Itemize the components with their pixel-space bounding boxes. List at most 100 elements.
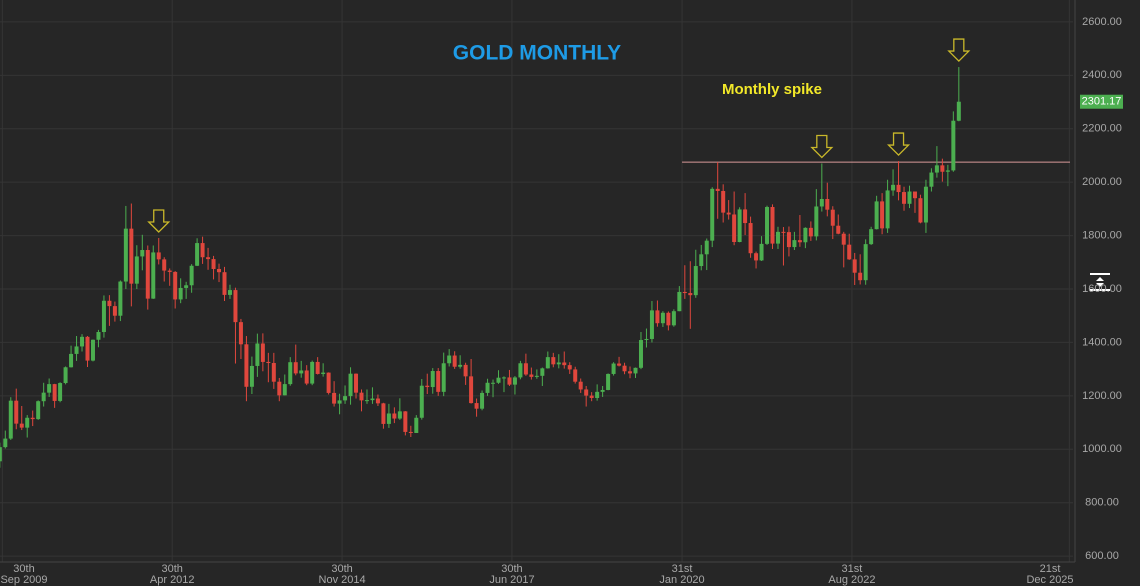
candle-body bbox=[754, 253, 759, 261]
scale-toggle-icon[interactable] bbox=[1090, 273, 1110, 291]
candle-body bbox=[803, 227, 808, 243]
candle-body bbox=[721, 190, 726, 213]
candle-body bbox=[858, 272, 863, 281]
candle-body bbox=[573, 369, 578, 382]
candle-body bbox=[863, 244, 868, 281]
candle-body bbox=[891, 184, 896, 191]
candle-body bbox=[617, 363, 622, 366]
candle-body bbox=[819, 198, 824, 207]
candle-body bbox=[381, 403, 386, 424]
candle-body bbox=[666, 312, 671, 326]
candle-body bbox=[277, 381, 282, 396]
candle-body bbox=[775, 231, 780, 244]
candle-body bbox=[759, 243, 764, 261]
candle-body bbox=[595, 391, 600, 398]
candle-body bbox=[162, 259, 167, 271]
y-tick-label: 1000.00 bbox=[1082, 443, 1122, 455]
candle-body bbox=[638, 340, 643, 368]
candle-body bbox=[101, 300, 106, 333]
candle-body bbox=[945, 170, 950, 172]
candle-body bbox=[912, 191, 917, 199]
candle-body bbox=[238, 322, 243, 345]
candle-body bbox=[52, 384, 57, 401]
candle-body bbox=[178, 287, 183, 300]
candle-body bbox=[74, 346, 79, 354]
candle-body bbox=[173, 271, 178, 300]
candle-body bbox=[414, 417, 419, 433]
candle-body bbox=[370, 398, 375, 401]
candle-body bbox=[200, 243, 205, 258]
candle-body bbox=[786, 232, 791, 248]
candle-body bbox=[408, 431, 413, 433]
x-tick-label: Dec 2025 bbox=[1026, 574, 1073, 586]
arrow-marker bbox=[147, 209, 171, 233]
candle-body bbox=[151, 252, 156, 299]
candle-body bbox=[556, 362, 561, 365]
candle-body bbox=[419, 385, 424, 418]
y-tick-label: 1800.00 bbox=[1082, 229, 1122, 241]
candle-body bbox=[896, 184, 901, 193]
candle-body bbox=[222, 272, 227, 295]
candle-body bbox=[425, 385, 430, 388]
candle-body bbox=[206, 257, 211, 260]
candle-body bbox=[343, 396, 348, 401]
last-price-box bbox=[1080, 94, 1123, 109]
candle-body bbox=[386, 413, 391, 424]
candle-body bbox=[923, 186, 928, 223]
x-tick-label: Nov 2014 bbox=[319, 574, 366, 586]
candle-body bbox=[430, 371, 435, 388]
y-tick-label: 1200.00 bbox=[1082, 390, 1122, 402]
candle-body bbox=[655, 310, 660, 324]
candle-body bbox=[600, 389, 605, 392]
icon-arrows bbox=[1096, 277, 1104, 287]
candle-body bbox=[512, 377, 517, 385]
candle-body bbox=[30, 417, 35, 420]
candle-body bbox=[90, 339, 95, 361]
candle-body bbox=[96, 332, 101, 340]
candle-body bbox=[874, 201, 879, 230]
candle-body bbox=[310, 361, 315, 384]
candle-body bbox=[770, 207, 775, 244]
candle-body bbox=[288, 362, 293, 385]
candle-body bbox=[611, 363, 616, 374]
candle-body bbox=[463, 364, 468, 377]
candle-body bbox=[260, 343, 265, 362]
candle-body bbox=[737, 209, 742, 243]
candle-body bbox=[145, 250, 150, 299]
candle-body bbox=[244, 344, 249, 387]
candle-body bbox=[507, 377, 512, 385]
x-tick-label: 30th bbox=[13, 563, 34, 575]
candle-body bbox=[304, 370, 309, 384]
candle-body bbox=[567, 365, 572, 370]
candle-body bbox=[397, 411, 402, 419]
candle-body bbox=[951, 120, 956, 171]
candle-body bbox=[929, 172, 934, 187]
icon-bar bbox=[1090, 273, 1110, 275]
candle-body bbox=[682, 291, 687, 294]
candle-body bbox=[885, 190, 890, 229]
y-tick-label: 2200.00 bbox=[1082, 123, 1122, 135]
candle-body bbox=[293, 362, 298, 374]
candle-body bbox=[315, 361, 320, 374]
y-tick-label: 1400.00 bbox=[1082, 336, 1122, 348]
candle-body bbox=[578, 381, 583, 390]
candle-body bbox=[589, 395, 594, 398]
candle-body bbox=[299, 370, 304, 374]
candle-body bbox=[211, 259, 216, 269]
annotation: Monthly spike bbox=[722, 81, 822, 98]
candle-body bbox=[880, 201, 885, 229]
candle-body bbox=[3, 438, 8, 448]
candle-body bbox=[25, 417, 30, 428]
candle-body bbox=[869, 229, 874, 245]
candle-body bbox=[403, 411, 408, 432]
candle-body bbox=[584, 389, 589, 396]
candle-body bbox=[628, 371, 633, 374]
candle-body bbox=[140, 250, 145, 257]
candle-body bbox=[364, 400, 369, 402]
candle-body bbox=[189, 265, 194, 286]
x-tick-label: Apr 2012 bbox=[150, 574, 195, 586]
candle-body bbox=[474, 403, 479, 409]
candle-body bbox=[36, 401, 41, 420]
candle-body bbox=[452, 355, 457, 367]
